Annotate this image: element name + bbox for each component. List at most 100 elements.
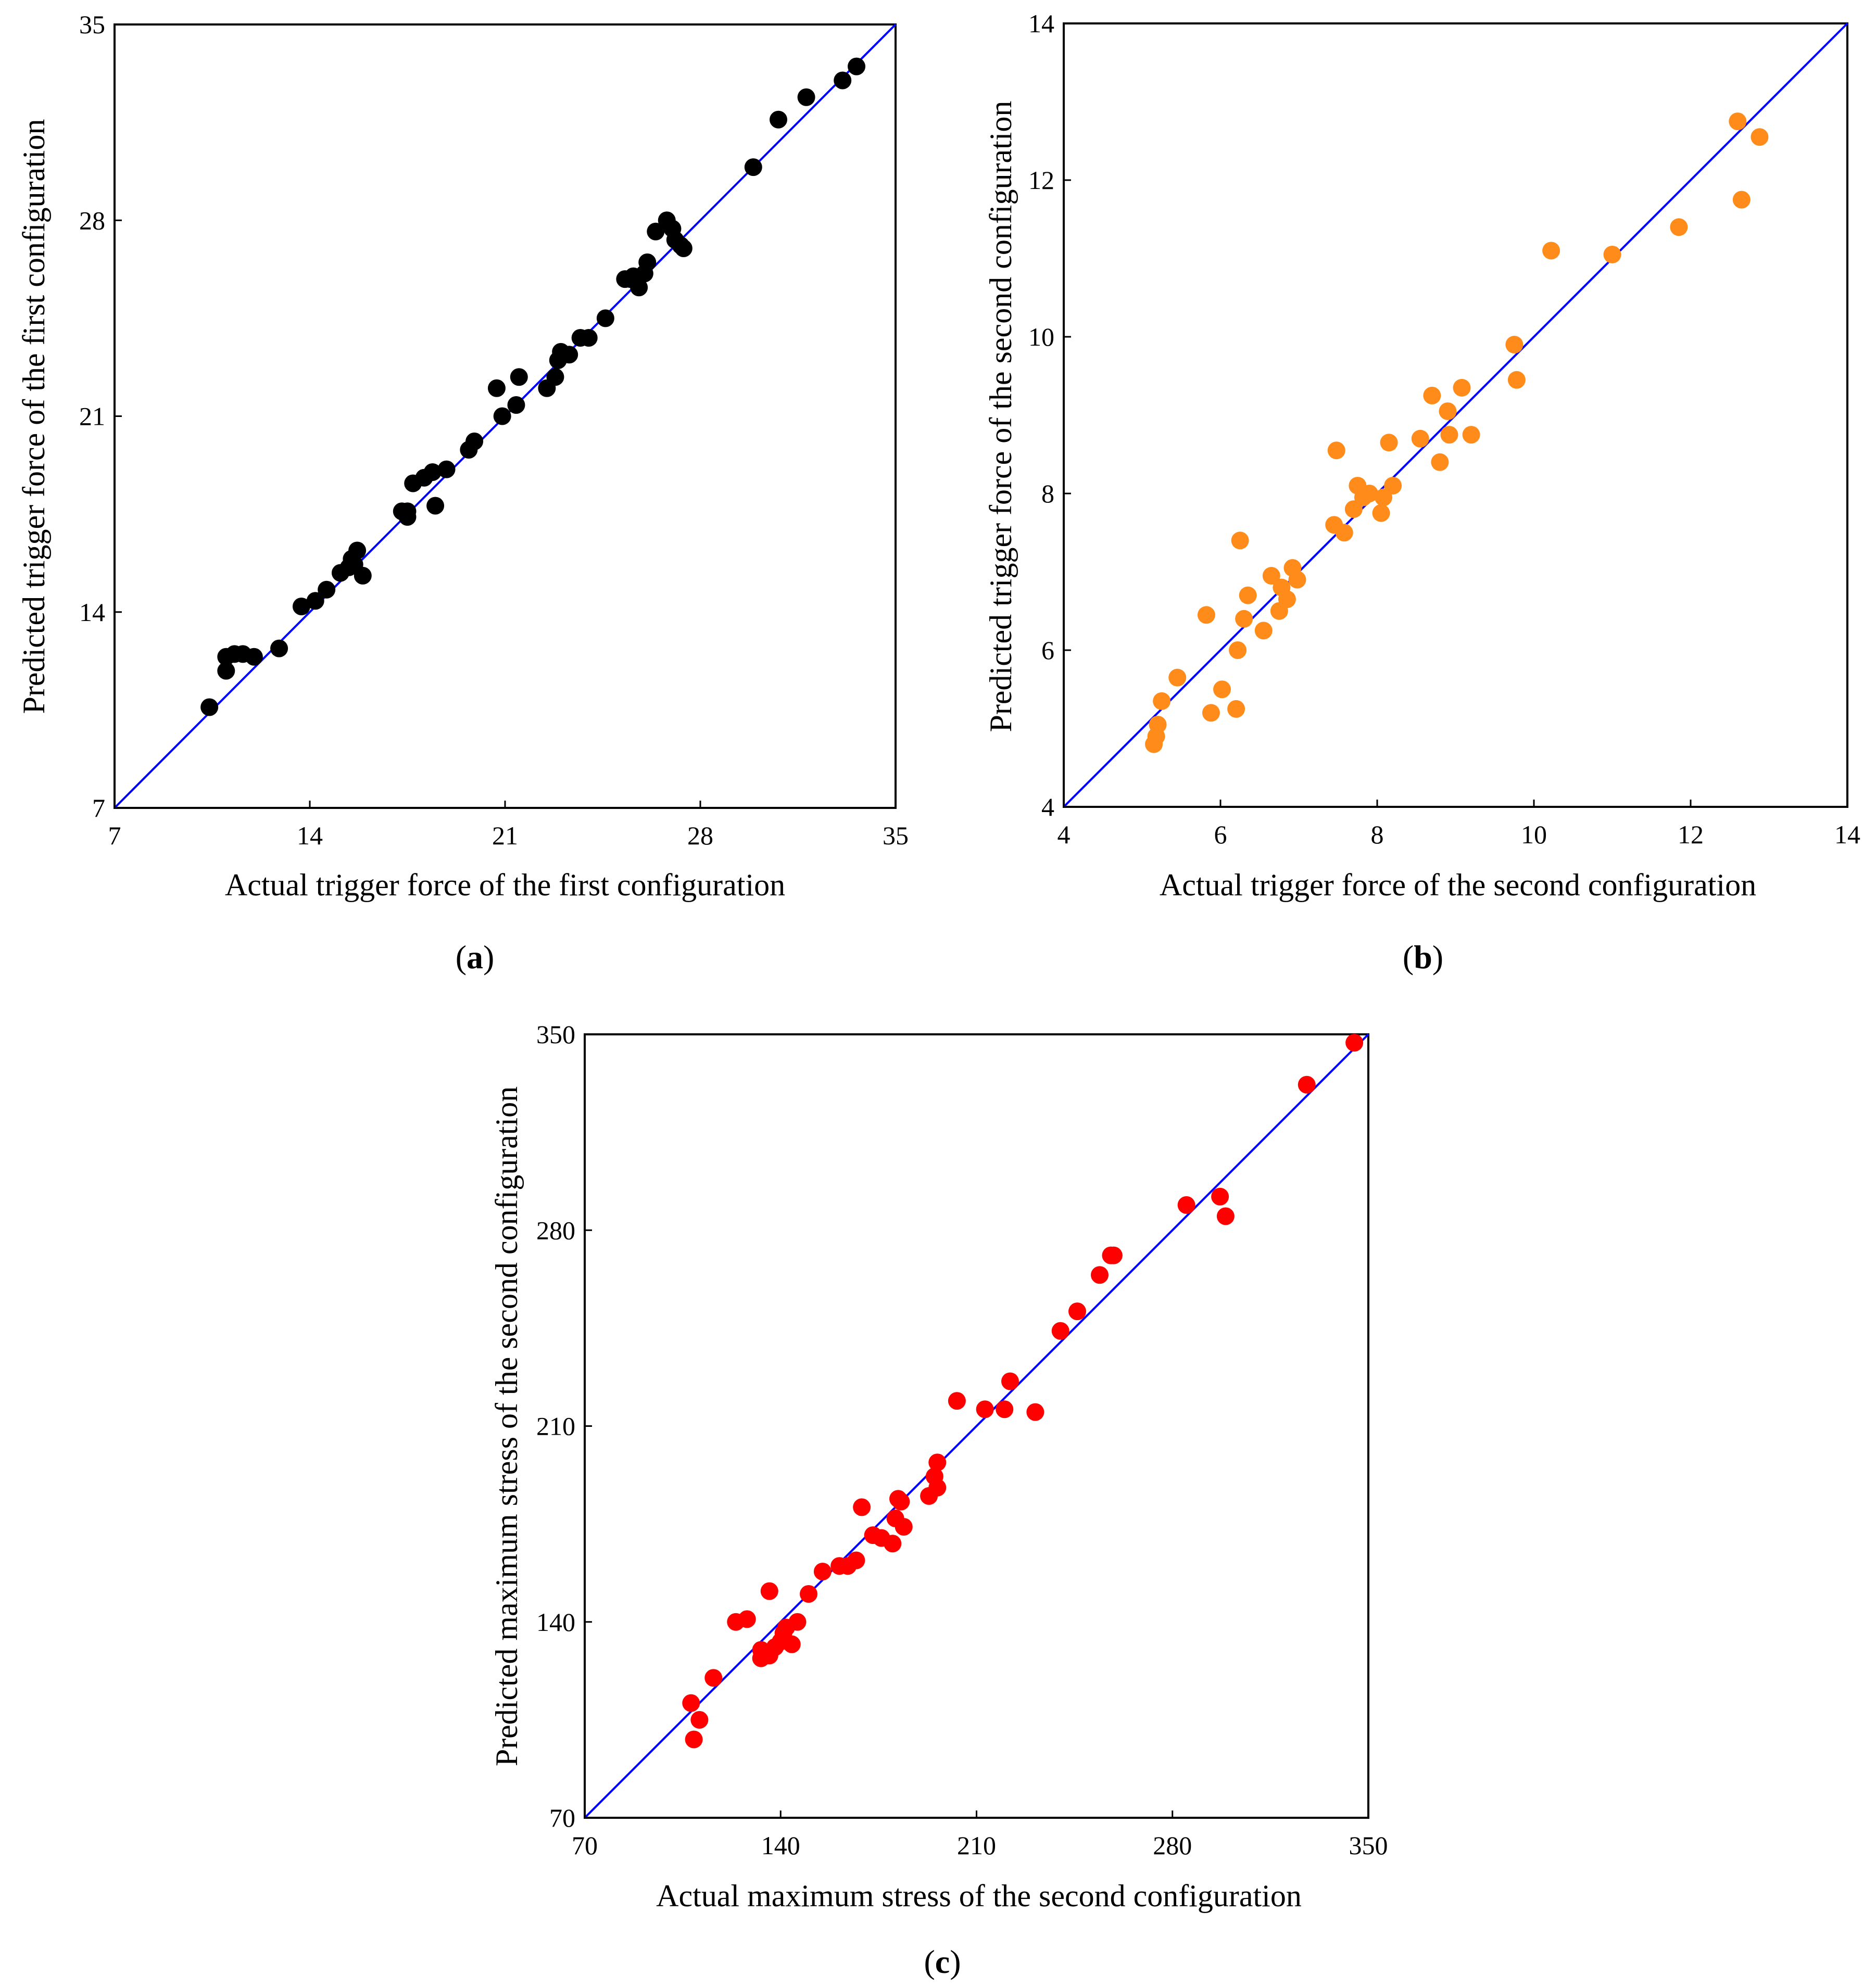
- data-point: [348, 541, 367, 560]
- data-point: [690, 1711, 709, 1729]
- data-point: [1375, 488, 1393, 507]
- data-point: [1380, 434, 1398, 452]
- data-point: [630, 278, 648, 297]
- data-point: [1202, 704, 1220, 722]
- data-point: [437, 460, 456, 478]
- data-point: [1327, 441, 1345, 460]
- data-point: [884, 1535, 902, 1553]
- data-point: [674, 239, 693, 257]
- y-tick-label: 12: [1028, 166, 1054, 195]
- data-points: [682, 1034, 1364, 1749]
- data-point: [270, 639, 288, 657]
- x-tick-label: 10: [1521, 820, 1547, 849]
- reference-line: [584, 1033, 1369, 1819]
- data-point: [318, 580, 336, 599]
- data-point: [423, 463, 442, 481]
- panel-a: 7 14 21 28 35 7 14 21 28 35 Actual trigger force…: [17, 10, 909, 976]
- data-point: [1229, 641, 1247, 659]
- data-point: [493, 407, 511, 425]
- data-point: [1670, 218, 1688, 236]
- data-point: [1213, 680, 1231, 699]
- y-axis-label: Predicted trigger force of the first con…: [17, 119, 51, 714]
- data-point: [744, 158, 762, 176]
- data-point: [1298, 1075, 1316, 1094]
- data-point: [647, 222, 665, 240]
- data-point: [892, 1492, 910, 1511]
- data-point: [1197, 606, 1215, 624]
- data-point: [1051, 1322, 1069, 1340]
- x-tick-label: 21: [492, 821, 518, 850]
- data-point: [1439, 402, 1457, 420]
- data-point: [510, 368, 528, 386]
- data-point: [834, 71, 852, 90]
- y-tick-label: 14: [79, 598, 105, 627]
- y-tick-label: 280: [536, 1215, 575, 1245]
- data-point: [1423, 386, 1441, 404]
- data-point: [507, 396, 525, 414]
- data-point: [1211, 1187, 1229, 1206]
- x-tick-label: 140: [761, 1831, 800, 1860]
- data-point: [770, 110, 787, 129]
- data-point: [306, 592, 324, 610]
- data-point: [354, 566, 372, 585]
- data-point: [596, 309, 614, 327]
- x-tick-label: 8: [1371, 820, 1384, 849]
- data-point: [1068, 1302, 1086, 1321]
- y-tick-label: 4: [1041, 792, 1054, 821]
- y-ticks: 4 6 8 10 12 14: [1028, 9, 1071, 821]
- data-point: [1732, 191, 1751, 209]
- data-points: [200, 57, 865, 716]
- data-point: [465, 432, 484, 450]
- data-point: [1091, 1266, 1109, 1284]
- y-axis-label: Predicted trigger force of the second co…: [984, 101, 1018, 732]
- data-point: [398, 502, 417, 521]
- x-tick-label: 4: [1057, 820, 1071, 849]
- panel-label: (c): [924, 1943, 961, 1980]
- data-point: [1288, 571, 1306, 589]
- x-tick-label: 14: [1834, 820, 1860, 849]
- x-tick-label: 28: [687, 821, 713, 850]
- data-point: [546, 368, 564, 386]
- data-point: [813, 1563, 832, 1580]
- data-point: [800, 1585, 817, 1603]
- panel-c: 70 140 210 280 350 70 140 210 280 350 Actual max…: [489, 1020, 1388, 1980]
- data-point: [847, 1551, 865, 1569]
- y-tick-label: 140: [536, 1607, 575, 1637]
- data-point: [1227, 700, 1245, 718]
- data-point: [928, 1478, 947, 1497]
- data-point: [1345, 1034, 1364, 1052]
- data-point: [1729, 112, 1747, 131]
- data-point: [895, 1518, 913, 1536]
- data-point: [1254, 622, 1273, 640]
- data-point: [853, 1498, 871, 1516]
- data-point: [1149, 715, 1167, 733]
- x-tick-label: 210: [957, 1831, 996, 1860]
- data-point: [1231, 531, 1249, 550]
- x-tick-label: 7: [108, 821, 121, 850]
- data-point: [1026, 1403, 1044, 1421]
- data-point: [797, 88, 815, 106]
- data-point: [685, 1730, 703, 1749]
- data-point: [704, 1669, 723, 1687]
- data-point: [1507, 371, 1526, 389]
- data-point: [1372, 504, 1390, 522]
- x-ticks: 70 140 210 280 350: [572, 1810, 1388, 1860]
- y-axis-label: Predicted maximum stress of the second c…: [489, 1086, 524, 1766]
- data-point: [928, 1453, 947, 1472]
- data-point: [1335, 524, 1353, 542]
- y-tick-label: 28: [79, 206, 105, 235]
- x-tick-label: 70: [572, 1831, 598, 1860]
- data-points: [1145, 112, 1769, 753]
- y-tick-label: 7: [92, 793, 105, 822]
- data-point: [1453, 378, 1471, 397]
- panel-b: 4 6 8 10 12 14 4 6 8 10 12 14 Actual trigger force…: [984, 9, 1860, 976]
- data-point: [426, 497, 445, 515]
- x-tick-label: 280: [1153, 1831, 1192, 1860]
- data-point: [1542, 242, 1560, 260]
- data-point: [245, 648, 263, 666]
- y-tick-label: 10: [1028, 322, 1054, 351]
- y-tick-label: 35: [79, 10, 105, 39]
- data-point: [1168, 668, 1187, 687]
- data-point: [200, 698, 219, 716]
